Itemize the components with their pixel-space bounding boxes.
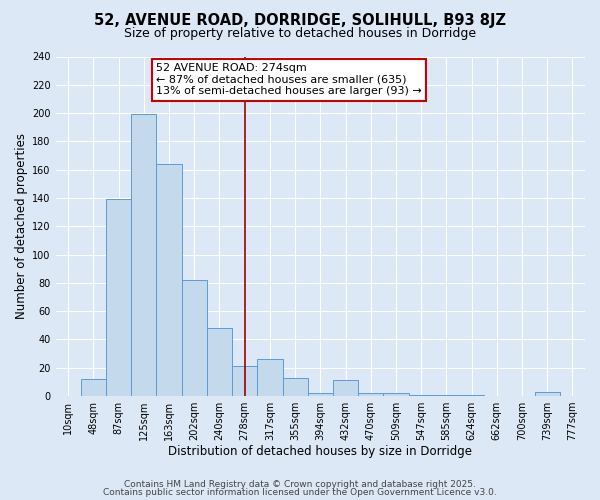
Bar [81,379,106,396]
Bar [358,393,383,396]
Bar [409,394,434,396]
Bar [459,394,484,396]
Bar [232,366,257,396]
Y-axis label: Number of detached properties: Number of detached properties [15,133,28,319]
Bar [383,393,409,396]
Text: 52, AVENUE ROAD, DORRIDGE, SOLIHULL, B93 8JZ: 52, AVENUE ROAD, DORRIDGE, SOLIHULL, B93… [94,12,506,28]
Text: Contains HM Land Registry data © Crown copyright and database right 2025.: Contains HM Land Registry data © Crown c… [124,480,476,489]
Text: Contains public sector information licensed under the Open Government Licence v3: Contains public sector information licen… [103,488,497,497]
Bar [257,359,283,396]
Bar [131,114,157,396]
Bar [434,394,459,396]
Bar [283,378,308,396]
Bar [535,392,560,396]
Bar [333,380,358,396]
Bar [182,280,207,396]
Bar [157,164,182,396]
Text: 52 AVENUE ROAD: 274sqm
← 87% of detached houses are smaller (635)
13% of semi-de: 52 AVENUE ROAD: 274sqm ← 87% of detached… [156,64,422,96]
Bar [308,393,333,396]
Text: Size of property relative to detached houses in Dorridge: Size of property relative to detached ho… [124,28,476,40]
Bar [207,328,232,396]
Bar [106,200,131,396]
X-axis label: Distribution of detached houses by size in Dorridge: Distribution of detached houses by size … [169,444,472,458]
